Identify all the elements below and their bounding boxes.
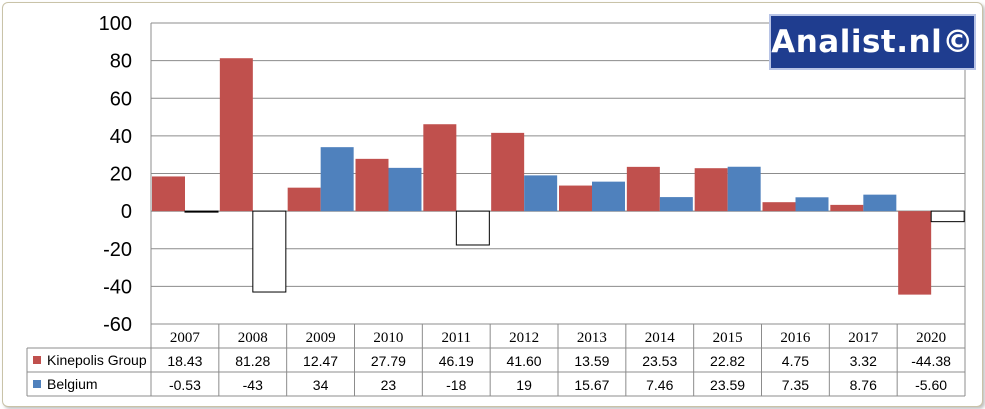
bar-kinepolis-2020 [898, 211, 932, 295]
data-label: 12.47 [303, 353, 338, 369]
y-tick-label: 20 [110, 164, 132, 186]
bar-kinepolis-2014 [626, 166, 660, 212]
data-label: 23 [381, 377, 397, 393]
y-tick-label: 80 [110, 51, 132, 73]
chart-svg: 100 80 60 40 20 0 -20 -40 -60 2007 2008 2009 2010 20… [26, 13, 966, 397]
data-label: 19 [516, 377, 532, 393]
data-label: 8.76 [850, 377, 877, 393]
x-tick-label: 2011 [442, 330, 471, 346]
bar-kinepolis-2010 [355, 158, 389, 212]
bar-belgium-2020 [930, 210, 965, 223]
bar-belgium-2011 [455, 210, 490, 246]
data-label: 81.28 [235, 353, 270, 369]
bar-belgium-2013 [592, 181, 625, 212]
y-tick-label: 60 [110, 88, 132, 110]
bar-belgium-2010 [388, 167, 422, 212]
x-tick-label: 2016 [780, 330, 811, 346]
bar-kinepolis-2013 [559, 185, 592, 212]
y-tick-label: -20 [103, 239, 132, 261]
data-label: 22.82 [710, 353, 745, 369]
legend-label-belgium: Belgium [47, 376, 98, 392]
data-label: -0.53 [169, 377, 201, 393]
legend-swatch-kinepolis [33, 356, 41, 364]
data-label: 13.59 [574, 353, 609, 369]
x-tick-label: 2015 [713, 330, 743, 346]
x-tick-label: 2017 [848, 330, 879, 346]
x-tick-label: 2014 [645, 330, 676, 346]
y-tick-label: 100 [99, 13, 132, 35]
data-label: 15.67 [574, 377, 609, 393]
bar-belgium-2016 [795, 197, 829, 212]
legend-label-kinepolis: Kinepolis Group [47, 352, 147, 368]
y-tick-label: -40 [103, 276, 132, 298]
bar-kinepolis-2009 [287, 187, 321, 212]
bar-belgium-2014 [659, 197, 693, 212]
data-label: -5.60 [915, 377, 947, 393]
bar-kinepolis-2008 [219, 58, 253, 212]
bar-belgium-2007 [184, 210, 219, 213]
bar-kinepolis-2012 [491, 132, 525, 212]
x-tick-label: 2010 [373, 330, 403, 346]
bar-belgium-2012 [524, 175, 558, 212]
bar-belgium-2017 [863, 194, 897, 212]
data-label: -18 [446, 377, 466, 393]
data-label: 41.60 [507, 353, 542, 369]
bar-kinepolis-2017 [830, 204, 864, 212]
bar-kinepolis-2007 [152, 176, 185, 212]
x-tick-label: 2009 [306, 330, 336, 346]
data-label: 23.59 [710, 377, 745, 393]
bar-kinepolis-2015 [694, 168, 728, 212]
x-tick-label: 2008 [238, 330, 268, 346]
data-label: 27.79 [371, 353, 406, 369]
bar-kinepolis-2016 [762, 202, 796, 212]
y-tick-label: 0 [121, 201, 132, 223]
data-label: 34 [313, 377, 329, 393]
data-label: -44.38 [911, 353, 951, 369]
data-label: 4.75 [782, 353, 809, 369]
y-tick-label: 40 [110, 126, 132, 148]
x-tick-label: 2012 [509, 330, 539, 346]
data-label: 7.35 [782, 377, 809, 393]
data-label: 23.53 [642, 353, 677, 369]
data-label: 46.19 [439, 353, 474, 369]
bar-belgium-2008 [252, 210, 287, 293]
x-tick-label: 2020 [916, 330, 946, 346]
data-label: -43 [243, 377, 263, 393]
bar-kinepolis-2011 [423, 124, 457, 212]
bar-belgium-2009 [320, 147, 354, 212]
data-label: 3.32 [850, 353, 877, 369]
data-label: 18.43 [167, 353, 202, 369]
x-tick-label: 2007 [170, 330, 201, 346]
legend-swatch-belgium [33, 380, 41, 388]
y-tick-label: -60 [103, 314, 132, 336]
x-tick-label: 2013 [577, 330, 607, 346]
data-label: 7.46 [646, 377, 673, 393]
analist-logo: Analist.nl© [769, 14, 976, 70]
bar-belgium-2015 [727, 166, 761, 212]
